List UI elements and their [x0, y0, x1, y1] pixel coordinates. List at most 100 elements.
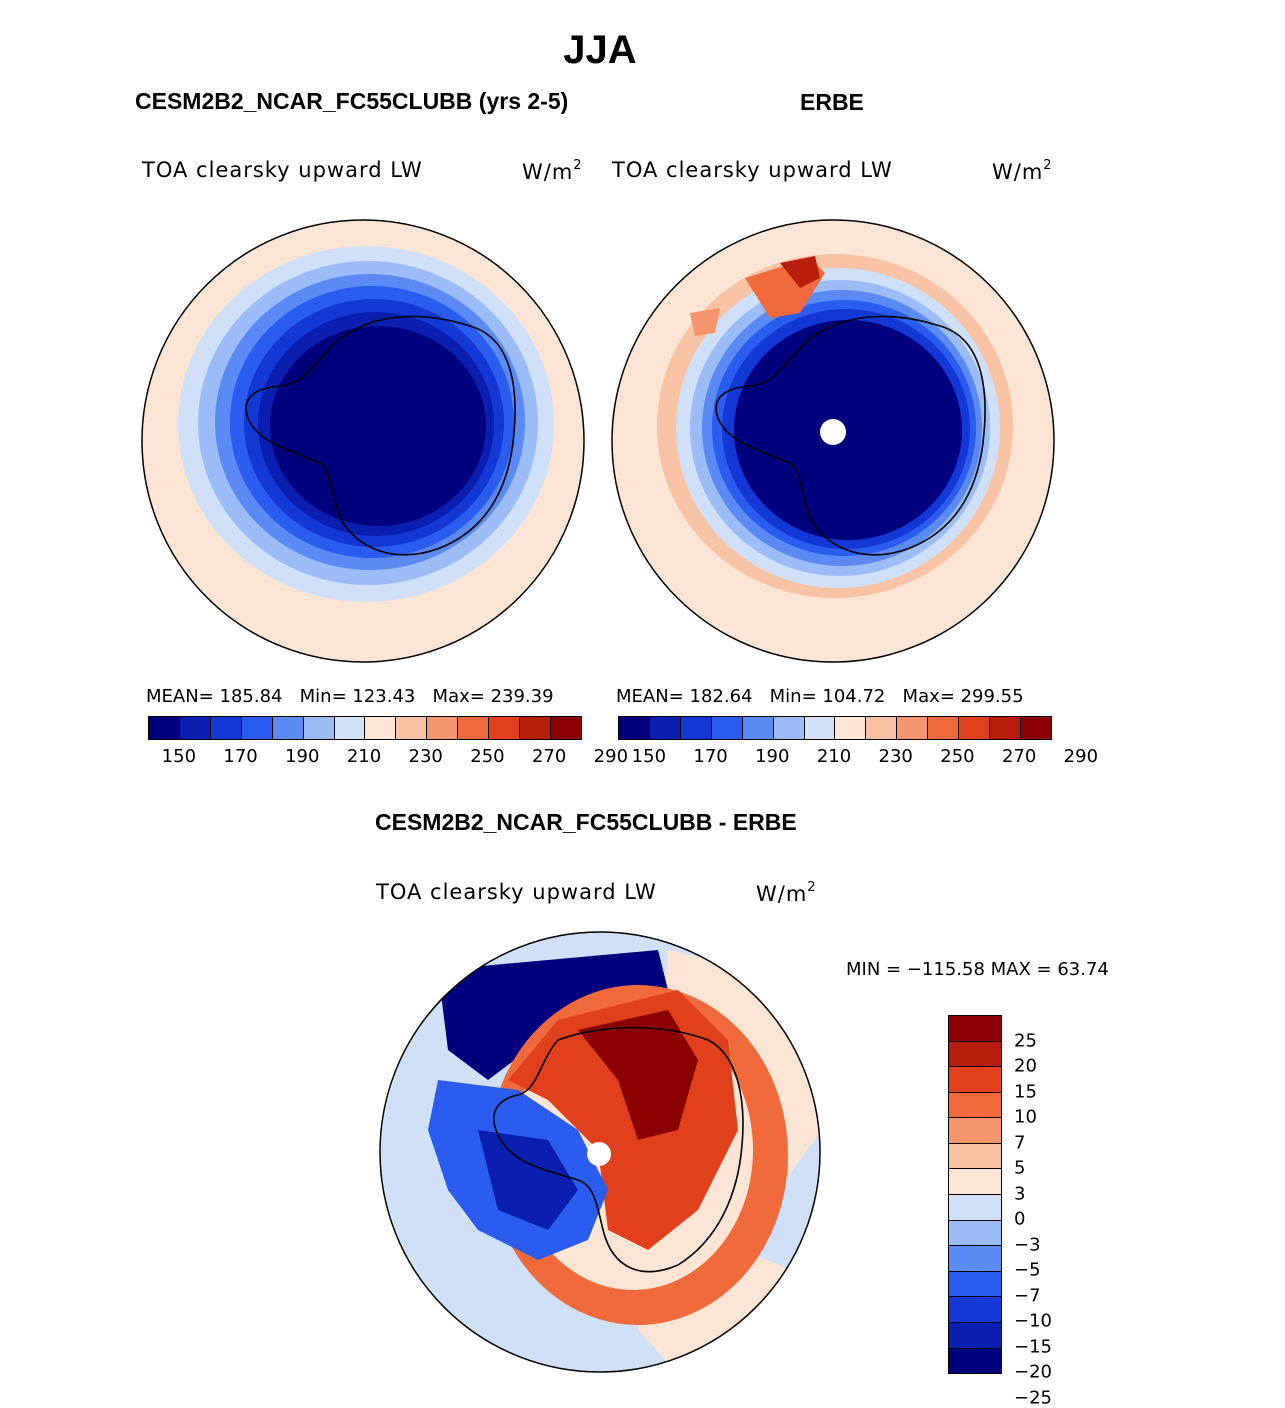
diff-field-max-positive — [578, 1010, 698, 1140]
diff-colorbar-cell — [949, 1067, 1001, 1093]
diff-colorbar-cell — [949, 1169, 1001, 1196]
diff-colorbar-cell — [949, 1118, 1001, 1144]
model-colorbar-tick-label: 290 — [593, 746, 629, 767]
diff-colorbar-cell — [949, 1143, 1001, 1170]
obs-field-band-150 — [734, 320, 962, 540]
diff-colorbar-cell — [949, 1092, 1001, 1119]
obs-colorbar-tick-label: 270 — [1001, 746, 1037, 767]
diff-colorbar-tick-label: 0 — [1014, 1208, 1026, 1230]
obs-colorbar-tick-label: 250 — [940, 746, 975, 767]
model-units-label: W/m2 — [522, 158, 583, 184]
obs-pole-hole — [820, 419, 846, 445]
obs-units-label: W/m2 — [992, 158, 1053, 184]
diff-colorbar-cell — [949, 1220, 1001, 1247]
diff-colorbar-tick-label: −25 — [1014, 1387, 1052, 1408]
model-colorbar-cell — [427, 717, 459, 739]
obs-colorbar-cell — [742, 717, 774, 739]
obs-colorbar-cell — [990, 717, 1021, 739]
obs-polar-map — [611, 219, 1055, 663]
model-colorbar-tick-label: 170 — [223, 746, 258, 767]
diff-colorbar-cell — [949, 1348, 1001, 1374]
obs-colorbar-tick-label: 190 — [755, 746, 790, 767]
figure-title: JJA — [563, 28, 637, 72]
model-colorbar-cell — [489, 717, 521, 739]
obs-warm-patch-west — [690, 308, 720, 336]
obs-colorbar-tick-label: 290 — [1063, 746, 1099, 767]
model-colorbar-cell — [179, 717, 211, 739]
model-colorbar-cell — [365, 717, 397, 739]
obs-colorbar-tick-label: 210 — [816, 746, 852, 767]
model-colorbar-cell — [396, 717, 428, 739]
diff-colorbar-tick-label: −10 — [1014, 1310, 1052, 1332]
model-colorbar-tick-label: 190 — [285, 746, 320, 767]
diff-colorbar-tick-label: 25 — [1014, 1030, 1037, 1051]
obs-colorbar — [618, 716, 1052, 740]
model-stats: MEAN= 185.84 Min= 123.43 Max= 239.39 — [146, 686, 554, 707]
obs-colorbar-cell — [619, 717, 650, 739]
diff-variable-label: TOA clearsky upward LW — [376, 880, 657, 904]
diff-colorbar-cell — [949, 1016, 1001, 1042]
model-colorbar-tick-label: 230 — [408, 746, 443, 767]
model-colorbar-tick-label: 150 — [161, 746, 197, 767]
obs-colorbar-cell — [773, 717, 805, 739]
diff-colorbar-ticks: 25 20 15 10 7 5 3 0 −3 −5 −7 −10 −15 −20 −25 — [1014, 1015, 1094, 1408]
obs-max: Max= 299.55 — [902, 686, 1024, 707]
model-map-boundary — [141, 219, 585, 663]
diff-colorbar-tick-label: 10 — [1014, 1106, 1037, 1128]
diff-colorbar-cell — [949, 1322, 1001, 1349]
obs-antarctica-coastline — [715, 315, 986, 556]
obs-colorbar-cell — [649, 717, 681, 739]
diff-colorbar-tick-label: 5 — [1014, 1157, 1026, 1179]
model-max: Max= 239.39 — [432, 686, 554, 707]
obs-colorbar-cell — [711, 717, 743, 739]
diff-panel-title: CESM2B2_NCAR_FC55CLUBB - ERBE — [375, 809, 797, 835]
diff-antarctica-coastline — [493, 1026, 744, 1273]
diff-colorbar-tick-label: −15 — [1014, 1336, 1052, 1357]
obs-min: Min= 104.72 — [769, 686, 886, 707]
model-colorbar-cell — [520, 717, 551, 739]
diff-colorbar — [948, 1015, 1002, 1374]
diff-colorbar-tick-label: 20 — [1014, 1055, 1037, 1077]
obs-colorbar-ticks: 150 170 190 210 230 250 270 290 — [618, 746, 1098, 770]
obs-colorbar-tick-label: 230 — [878, 746, 913, 767]
model-mean: MEAN= 185.84 — [146, 686, 283, 707]
obs-mean: MEAN= 182.64 — [616, 686, 753, 707]
diff-colorbar-cell — [949, 1041, 1001, 1068]
diff-polar-map — [379, 931, 821, 1373]
obs-stats: MEAN= 182.64 Min= 104.72 Max= 299.55 — [616, 686, 1024, 707]
model-variable-label: TOA clearsky upward LW — [142, 158, 423, 182]
obs-colorbar-cell — [835, 717, 867, 739]
model-colorbar-cell — [241, 717, 273, 739]
model-colorbar-cell — [272, 717, 304, 739]
model-colorbar-tick-label: 250 — [470, 746, 505, 767]
obs-colorbar-cell — [897, 717, 929, 739]
diff-field-negative-core — [478, 1130, 578, 1230]
diff-map-boundary — [379, 931, 821, 1373]
obs-colorbar-cell — [959, 717, 991, 739]
diff-pole-hole — [587, 1142, 611, 1166]
model-colorbar-cell — [550, 717, 581, 739]
obs-hot-patch — [780, 256, 820, 288]
model-colorbar-ticks: 150 170 190 210 230 250 270 290 — [148, 746, 628, 770]
diff-colorbar-tick-label: 15 — [1014, 1081, 1037, 1102]
model-min: Min= 123.43 — [299, 686, 416, 707]
obs-variable-label: TOA clearsky upward LW — [612, 158, 893, 182]
model-colorbar-cell — [458, 717, 490, 739]
obs-colorbar-cell — [1020, 717, 1051, 739]
diff-colorbar-tick-label: −5 — [1014, 1259, 1041, 1281]
diff-stats: MIN = −115.58 MAX = 63.74 — [846, 959, 1109, 980]
model-colorbar — [148, 716, 582, 740]
obs-colorbar-cell — [680, 717, 712, 739]
obs-colorbar-cell — [866, 717, 898, 739]
diff-colorbar-tick-label: 3 — [1014, 1183, 1026, 1204]
model-colorbar-tick-label: 270 — [531, 746, 567, 767]
obs-colorbar-tick-label: 150 — [631, 746, 667, 767]
model-antarctica-coastline — [245, 315, 516, 556]
diff-colorbar-tick-label: −3 — [1014, 1234, 1041, 1255]
model-field-band-150 — [270, 326, 486, 526]
diff-colorbar-tick-label: −7 — [1014, 1285, 1041, 1306]
diff-units-label: W/m2 — [756, 880, 817, 906]
model-colorbar-cell — [303, 717, 335, 739]
model-colorbar-cell — [149, 717, 180, 739]
diff-colorbar-tick-label: −20 — [1014, 1361, 1052, 1383]
